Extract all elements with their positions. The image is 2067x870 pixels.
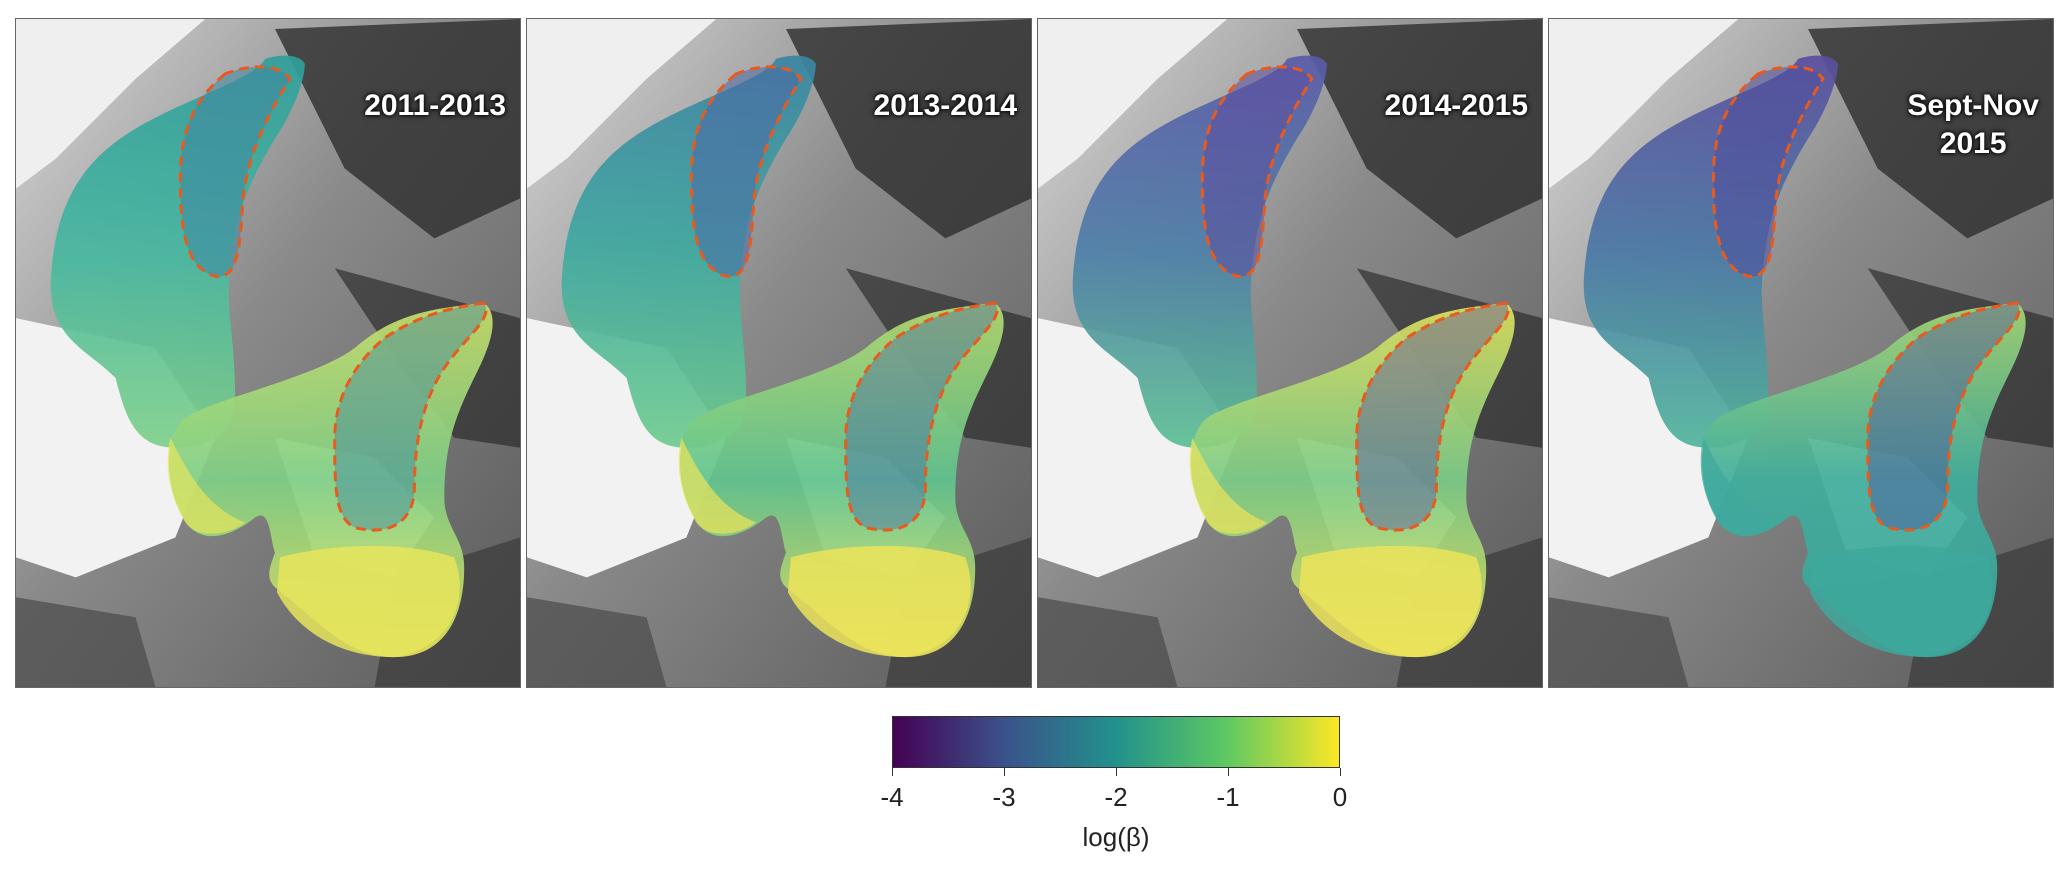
- map-panel-1: 2011-2013: [15, 18, 521, 688]
- colorbar-tick: [1115, 768, 1117, 776]
- colorbar-tick-label: -3: [992, 782, 1016, 812]
- colorbar-tick: [1003, 768, 1005, 776]
- colorbar-label: log(β): [1082, 822, 1150, 852]
- colorbar-tick-label: -4: [880, 782, 904, 812]
- colorbar-tick: [1227, 768, 1229, 776]
- colorbar-tick: [1339, 768, 1341, 776]
- panel-label: 2014-2015: [1384, 89, 1528, 122]
- panel-label: Sept-Nov 2015: [1907, 89, 2039, 160]
- map-image: [1038, 19, 1542, 687]
- colorbar-tick: [891, 768, 893, 776]
- colorbar-tick-label: 0: [1332, 782, 1348, 812]
- panel-label: 2013-2014: [873, 89, 1017, 122]
- map-image: [16, 19, 520, 687]
- map-image: [1549, 19, 2053, 687]
- colorbar-tick-label: -2: [1104, 782, 1128, 812]
- map-image: [527, 19, 1031, 687]
- panel-label: 2011-2013: [364, 89, 506, 122]
- map-panel-3: 2014-2015: [1037, 18, 1543, 688]
- map-panel-4: Sept-Nov 2015: [1548, 18, 2054, 688]
- colorbar: [892, 716, 1340, 768]
- map-panel-2: 2013-2014: [526, 18, 1032, 688]
- colorbar-tick-label: -1: [1216, 782, 1240, 812]
